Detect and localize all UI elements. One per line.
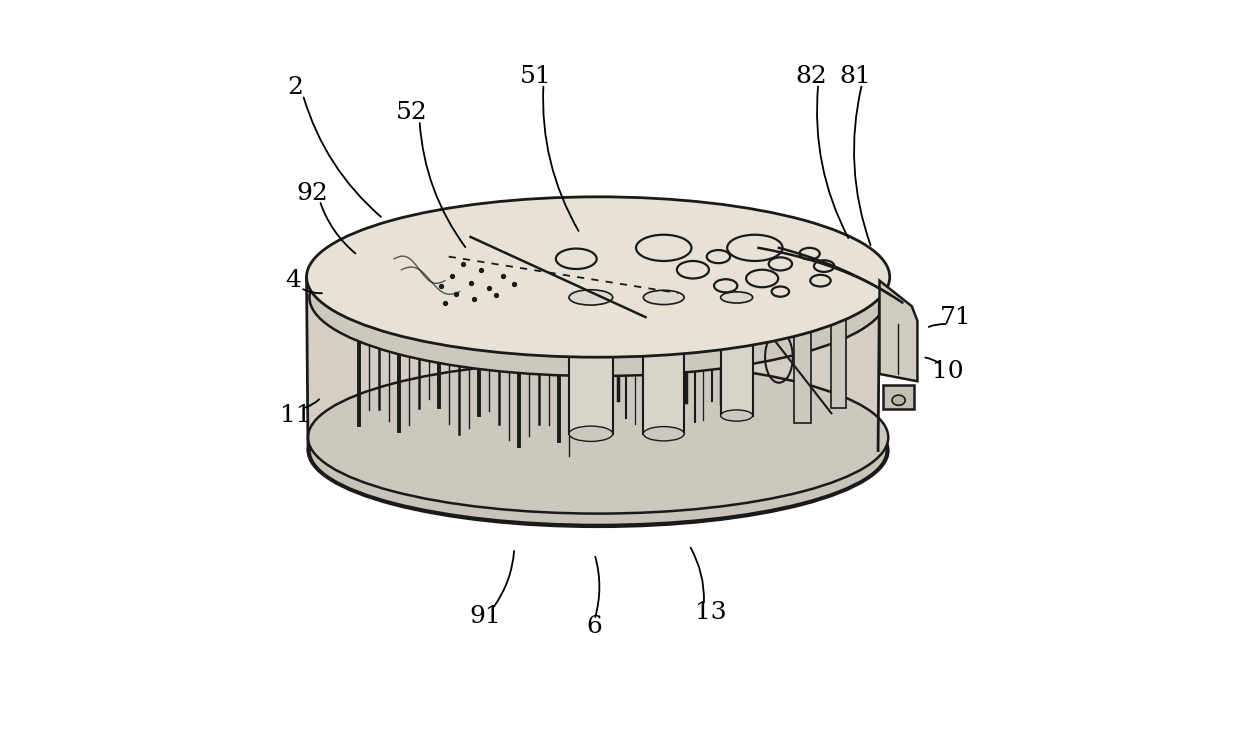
Ellipse shape — [892, 395, 905, 405]
Text: 71: 71 — [940, 305, 971, 329]
Ellipse shape — [720, 292, 753, 303]
Ellipse shape — [569, 426, 613, 441]
Polygon shape — [720, 297, 753, 416]
Ellipse shape — [306, 197, 890, 357]
Polygon shape — [306, 277, 879, 451]
Ellipse shape — [644, 290, 684, 305]
Text: 2: 2 — [288, 76, 304, 99]
Polygon shape — [794, 305, 811, 423]
Ellipse shape — [310, 219, 887, 376]
Ellipse shape — [720, 410, 753, 421]
Polygon shape — [308, 437, 878, 451]
Polygon shape — [879, 281, 918, 381]
Text: 13: 13 — [696, 601, 727, 624]
Text: 4: 4 — [285, 269, 301, 292]
Text: 6: 6 — [587, 615, 603, 639]
Text: 82: 82 — [795, 65, 827, 88]
Text: 92: 92 — [296, 182, 329, 205]
Ellipse shape — [308, 362, 888, 513]
Text: 11: 11 — [280, 404, 311, 427]
Ellipse shape — [310, 376, 887, 525]
Polygon shape — [644, 297, 684, 434]
Text: 91: 91 — [469, 604, 501, 628]
Ellipse shape — [308, 375, 888, 526]
Bar — [883, 385, 914, 409]
Text: 10: 10 — [932, 360, 963, 383]
Ellipse shape — [569, 290, 613, 305]
Text: 51: 51 — [521, 65, 552, 88]
Text: 81: 81 — [839, 65, 870, 88]
Text: 52: 52 — [397, 101, 428, 125]
Polygon shape — [306, 277, 879, 297]
Polygon shape — [831, 312, 846, 408]
Ellipse shape — [644, 426, 684, 441]
Polygon shape — [569, 297, 613, 434]
